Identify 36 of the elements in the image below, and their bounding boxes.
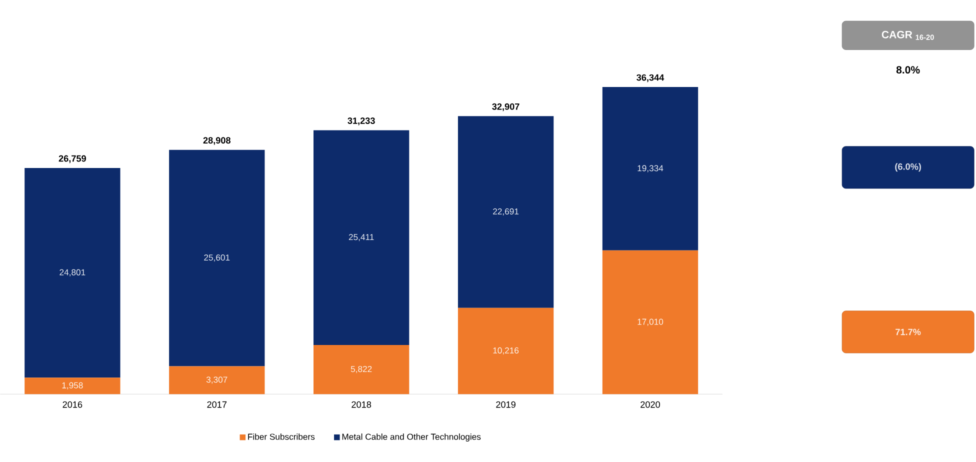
data-label: 25,601	[204, 254, 230, 262]
bar	[314, 130, 410, 345]
bar	[169, 366, 265, 394]
total-label: 26,759	[58, 155, 86, 164]
data-label: 24,801	[60, 269, 86, 276]
x-tick-label: 2018	[352, 401, 372, 408]
total-label: 31,233	[348, 117, 375, 126]
data-label: 5,822	[350, 366, 372, 374]
data-label: 22,691	[493, 208, 519, 216]
text: 71.7%	[896, 328, 921, 336]
x-tick-label: 2017	[207, 401, 227, 408]
legend-label: Metal Cable and Other Technologies	[342, 433, 481, 442]
total-label: 28,908	[203, 137, 230, 145]
bar	[458, 308, 554, 394]
data-label: 17,010	[638, 318, 664, 326]
total-label: 32,907	[492, 103, 520, 112]
data-label: 1,958	[62, 382, 83, 390]
bar	[24, 378, 120, 394]
bar	[458, 116, 554, 308]
data-label: 25,411	[348, 234, 374, 242]
data-label: 19,334	[638, 165, 664, 172]
bar	[314, 344, 410, 394]
x-tick-label: 2020	[640, 401, 660, 408]
x-tick-label: 2019	[496, 401, 516, 408]
text: (6.0%)	[895, 163, 922, 172]
bar	[602, 87, 698, 250]
legend-label: Fiber Subscribers	[248, 433, 315, 440]
text: 8.0%	[896, 66, 920, 74]
text: CAGR $_{16-20}$	[882, 30, 934, 40]
bar	[169, 150, 265, 366]
bar	[24, 168, 120, 378]
bar	[602, 250, 698, 394]
x-tick-label: 2016	[62, 401, 82, 408]
data-label: 10,216	[493, 347, 519, 354]
total-label: 36,344	[636, 74, 664, 82]
data-label: 3,307	[206, 376, 228, 384]
